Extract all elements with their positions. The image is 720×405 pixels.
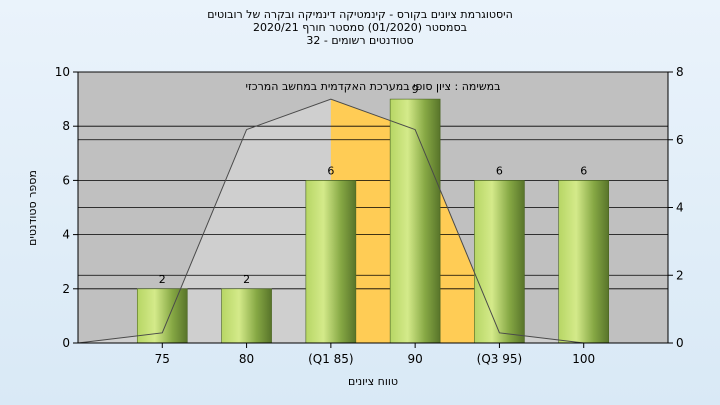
y-tick-label: 4 [62,228,70,242]
y-tick-label: 6 [62,173,70,187]
y2-tick-label: 0 [676,336,684,350]
bar [305,180,357,344]
y-tick-label: 8 [62,119,70,133]
bars [136,98,610,344]
data-label: 9 [412,83,419,96]
data-labels: 2 2 6 9 6 6 [159,83,587,286]
data-label: 6 [580,164,587,177]
y2-tick-label: 2 [676,268,684,282]
y-tick-label: 10 [55,65,70,79]
x-tick-label: 75 [155,352,170,366]
data-label: 6 [496,164,503,177]
chart-title-line-2: בסמסטר (01/2020) סמסטר חורף 2020/21 [253,21,467,34]
y-tick-label: 0 [62,336,70,350]
x-tick-label: (Q3 95) [477,352,523,366]
y-tick-label: 2 [62,282,70,296]
chart-title-block: היסטוגרמת ציונים בקורס - קינמטיקה דינמיק… [0,8,720,47]
y2-tick-label: 4 [676,201,684,215]
y2-tick-label: 8 [676,65,684,79]
distribution-line [77,98,584,344]
bar [474,180,525,344]
x-tick-label: 90 [408,352,423,366]
distribution-curve [77,98,584,344]
secondary-y-axis: 0 2 4 6 8 [667,65,684,350]
x-tick-label: (Q1 85) [308,352,354,366]
data-label: 6 [327,164,334,177]
chart-title-line-1: היסטוגרמת ציונים בקורס - קינמטיקה דינמיק… [207,8,513,21]
bar [389,98,441,344]
x-tick-label: 80 [239,352,254,366]
y-axis-title: מספר סטודנטים [26,170,39,246]
y2-tick-label: 6 [676,133,684,147]
y-axis: 0 2 4 6 8 10 [55,65,79,350]
data-label: 2 [159,273,166,286]
bar [558,180,610,344]
bar [221,288,272,344]
chart-title-line-3: סטודנטים רשומים - 32 [306,34,414,47]
x-axis: 75 80 (Q1 85) 90 (Q3 95) 100 [78,342,668,366]
x-axis-title: טווח ציונים [348,375,398,388]
chart-annotation: במשימה : ציון סופי במערכת האקדמית במחשב … [246,80,501,93]
x-tick-label: 100 [572,352,595,366]
data-label: 2 [243,273,250,286]
